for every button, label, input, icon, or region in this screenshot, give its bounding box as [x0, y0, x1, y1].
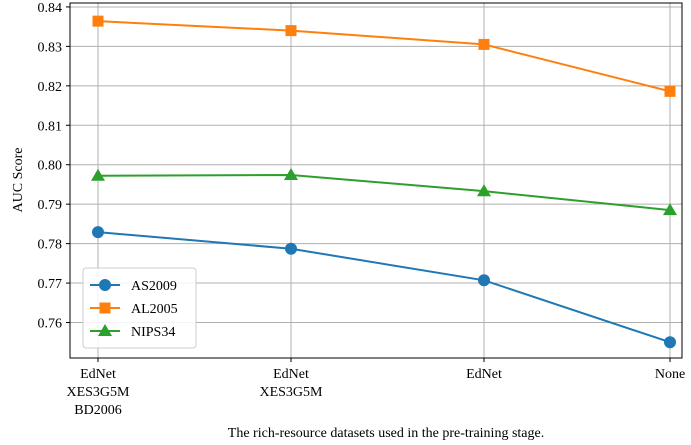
y-tick-label: 0.78 [38, 238, 63, 253]
x-tick-label: EdNet XES3G5M [259, 367, 323, 400]
legend: AS2009 AL2005 NIPS34 [82, 267, 197, 349]
data-point-nips34 [91, 168, 105, 181]
series-line-al2005 [97, 20, 671, 93]
x-tick-label: EdNet XES3G5M BD2006 [66, 367, 130, 418]
data-point-al2005 [285, 25, 297, 37]
y-tick-label: 0.79 [38, 198, 63, 213]
legend-label-as2009: AS2009 [131, 279, 177, 294]
y-tick-label: 0.82 [38, 80, 63, 95]
data-point-as2009 [285, 242, 297, 255]
grid [70, 3, 682, 358]
data-point-as2009 [478, 274, 490, 287]
y-tick-label: 0.83 [38, 40, 63, 55]
data-point-al2005 [664, 85, 676, 97]
y-axis: 0.76 0.77 0.78 0.79 0.80 0.81 0.82 0.83 0.84 [38, 1, 70, 332]
series-al2005 [92, 15, 676, 97]
series-nips34 [91, 167, 677, 216]
x-tick-label: None [655, 367, 685, 382]
y-tick-label: 0.80 [38, 159, 63, 174]
x-axis-label: The rich-resource datasets used in the p… [228, 426, 544, 441]
legend-marker-as2009 [99, 279, 111, 291]
legend-label-al2005: AL2005 [131, 302, 178, 317]
data-point-nips34 [477, 184, 491, 197]
legend-marker-al2005 [99, 302, 111, 314]
data-point-nips34 [663, 203, 677, 216]
x-tick-label: EdNet [466, 367, 502, 382]
series-line-as2009 [97, 231, 671, 344]
plot-frame [69, 2, 683, 359]
data-point-al2005 [478, 38, 490, 50]
data-point-nips34 [284, 167, 298, 181]
data-point-as2009 [92, 226, 104, 239]
data-point-as2009 [664, 336, 676, 349]
y-tick-label: 0.81 [38, 119, 63, 134]
y-tick-label: 0.76 [38, 317, 63, 332]
y-tick-label: 0.77 [38, 277, 63, 292]
legend-box [82, 267, 197, 349]
x-axis: EdNet XES3G5M BD2006 EdNet XES3G5M EdNet None [66, 358, 685, 418]
legend-label-nips34: NIPS34 [131, 325, 175, 340]
y-tick-label: 0.84 [38, 1, 63, 16]
series-as2009 [92, 226, 676, 349]
legend-marker-nips34 [98, 324, 112, 337]
series-layer [91, 15, 677, 349]
y-axis-label: AUC Score [11, 148, 26, 213]
data-point-al2005 [92, 15, 104, 27]
series-line-nips34 [97, 173, 671, 212]
